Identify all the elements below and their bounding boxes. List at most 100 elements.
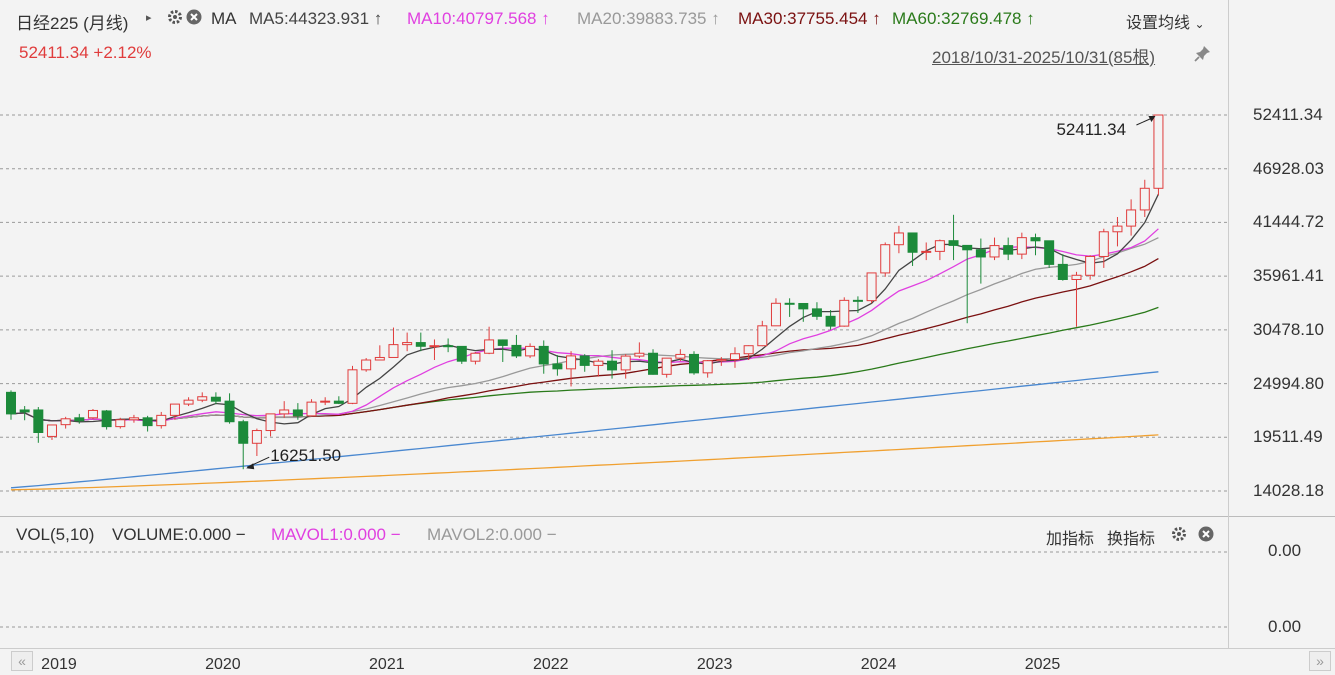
candle-body bbox=[210, 396, 221, 402]
candle-body bbox=[552, 363, 563, 370]
candle-body bbox=[292, 409, 303, 417]
ma30-legend: MA30:37755.454 ↑ bbox=[738, 9, 881, 28]
candle-body bbox=[388, 344, 399, 358]
ma30-line bbox=[10, 258, 1159, 422]
panel-divider bbox=[0, 516, 1335, 517]
candle-body bbox=[511, 344, 522, 357]
candle-body bbox=[1098, 231, 1109, 257]
candle-body bbox=[1153, 114, 1164, 189]
vol-y-tick: 0.00 bbox=[1268, 541, 1302, 560]
candle-body bbox=[320, 400, 331, 403]
candle-body bbox=[142, 417, 153, 427]
candle-body bbox=[374, 356, 385, 361]
y-tick-label: 52411.34 bbox=[1253, 105, 1323, 124]
switch-indicator-button[interactable]: 换指标 bbox=[1107, 531, 1156, 548]
candle-body bbox=[675, 353, 686, 359]
candle-body bbox=[6, 391, 16, 415]
y-tick-label: 41444.72 bbox=[1253, 212, 1324, 232]
candle-body bbox=[975, 249, 986, 258]
candle-body bbox=[429, 345, 440, 348]
candle-body bbox=[702, 360, 713, 374]
candle-body bbox=[361, 359, 372, 371]
candle-body bbox=[1016, 237, 1027, 255]
candle-body bbox=[948, 240, 959, 246]
gear-icon[interactable] bbox=[167, 9, 183, 30]
candle-body bbox=[962, 244, 973, 251]
vol-title: VOL(5,10) bbox=[16, 525, 95, 544]
add-indicator-button[interactable]: 加指标 bbox=[1046, 531, 1095, 548]
candle-body bbox=[443, 345, 454, 348]
candle-body bbox=[251, 430, 262, 444]
ma-settings-dropdown[interactable]: 设置均线 ⌄ bbox=[1126, 15, 1205, 32]
candle-body bbox=[620, 355, 631, 371]
candle-body bbox=[456, 345, 467, 362]
date-range[interactable]: 2018/10/31-2025/10/31(85根) bbox=[932, 48, 1156, 67]
candle-body bbox=[484, 339, 495, 354]
candle-body bbox=[566, 355, 577, 370]
candle-body bbox=[19, 409, 30, 413]
scroll-right-button[interactable]: » bbox=[1309, 651, 1331, 671]
candle-body bbox=[1085, 255, 1096, 276]
ma10-line bbox=[10, 228, 1159, 422]
candle-body bbox=[921, 250, 932, 253]
max-annotation: 52411.34 bbox=[1056, 120, 1126, 139]
candle-body bbox=[593, 360, 604, 366]
candle-body bbox=[347, 369, 358, 404]
candle-body bbox=[115, 419, 126, 428]
candle-body bbox=[33, 409, 44, 434]
annotation-arrowhead bbox=[1148, 116, 1156, 122]
candle-body bbox=[989, 245, 1000, 258]
chart-title: 日经225 (月线) bbox=[16, 14, 129, 33]
y-tick-label: 35961.41 bbox=[1253, 266, 1324, 286]
candle-body bbox=[183, 399, 194, 405]
expand-caret-icon[interactable]: ▸ bbox=[146, 12, 152, 24]
annotation-arrowhead bbox=[246, 463, 255, 470]
ma250-line bbox=[10, 434, 1159, 491]
x-tick-label: 2023 bbox=[696, 656, 733, 673]
y-tick-label: 46928.03 bbox=[1253, 158, 1324, 178]
candle-body bbox=[866, 272, 877, 302]
vol-mavol2: MAVOL2:0.000 − bbox=[427, 525, 557, 544]
min-annotation: 16251.50 bbox=[270, 446, 341, 465]
candle-body bbox=[579, 355, 590, 366]
candle-body bbox=[1057, 263, 1068, 280]
candle-body bbox=[798, 302, 809, 310]
candle-body bbox=[224, 400, 235, 423]
annotation-arrow bbox=[247, 456, 270, 468]
candle-body bbox=[634, 352, 645, 357]
candle-body bbox=[716, 359, 727, 362]
vol-gear-icon[interactable] bbox=[1171, 526, 1187, 547]
candle-body bbox=[811, 308, 822, 317]
ma20-line bbox=[10, 237, 1159, 422]
chevron-down-icon: ⌄ bbox=[1194, 17, 1205, 31]
candle-body bbox=[689, 353, 699, 374]
candle-body bbox=[197, 396, 208, 401]
candle-body bbox=[238, 421, 249, 444]
close-icon[interactable] bbox=[186, 9, 202, 30]
ma5-legend: MA5:44323.931 ↑ bbox=[249, 9, 383, 28]
candle-body bbox=[880, 244, 891, 274]
candle-body bbox=[893, 232, 904, 246]
scroll-left-button[interactable]: « bbox=[11, 651, 33, 671]
y-tick-label: 30478.10 bbox=[1253, 319, 1324, 339]
vol-volume: VOLUME:0.000 − bbox=[112, 525, 246, 544]
candle-body bbox=[607, 360, 618, 371]
candle-body bbox=[402, 342, 413, 346]
vol-close-icon[interactable] bbox=[1198, 526, 1214, 547]
candle-body bbox=[661, 357, 672, 375]
x-tick-label: 2021 bbox=[369, 656, 405, 673]
candle-body bbox=[1112, 225, 1123, 233]
candle-body bbox=[770, 302, 781, 327]
y-tick-label: 24994.80 bbox=[1253, 373, 1324, 393]
candle-body bbox=[128, 417, 139, 421]
candle-body bbox=[1071, 274, 1082, 280]
candle-body bbox=[538, 345, 549, 365]
candle-body bbox=[265, 413, 276, 432]
candle-body bbox=[156, 414, 167, 427]
candle-body bbox=[825, 315, 836, 327]
candle-body bbox=[74, 417, 85, 422]
last-price: 52411.34 +2.12% bbox=[19, 43, 152, 62]
candle-body bbox=[415, 342, 426, 347]
pin-icon[interactable] bbox=[1194, 44, 1212, 67]
